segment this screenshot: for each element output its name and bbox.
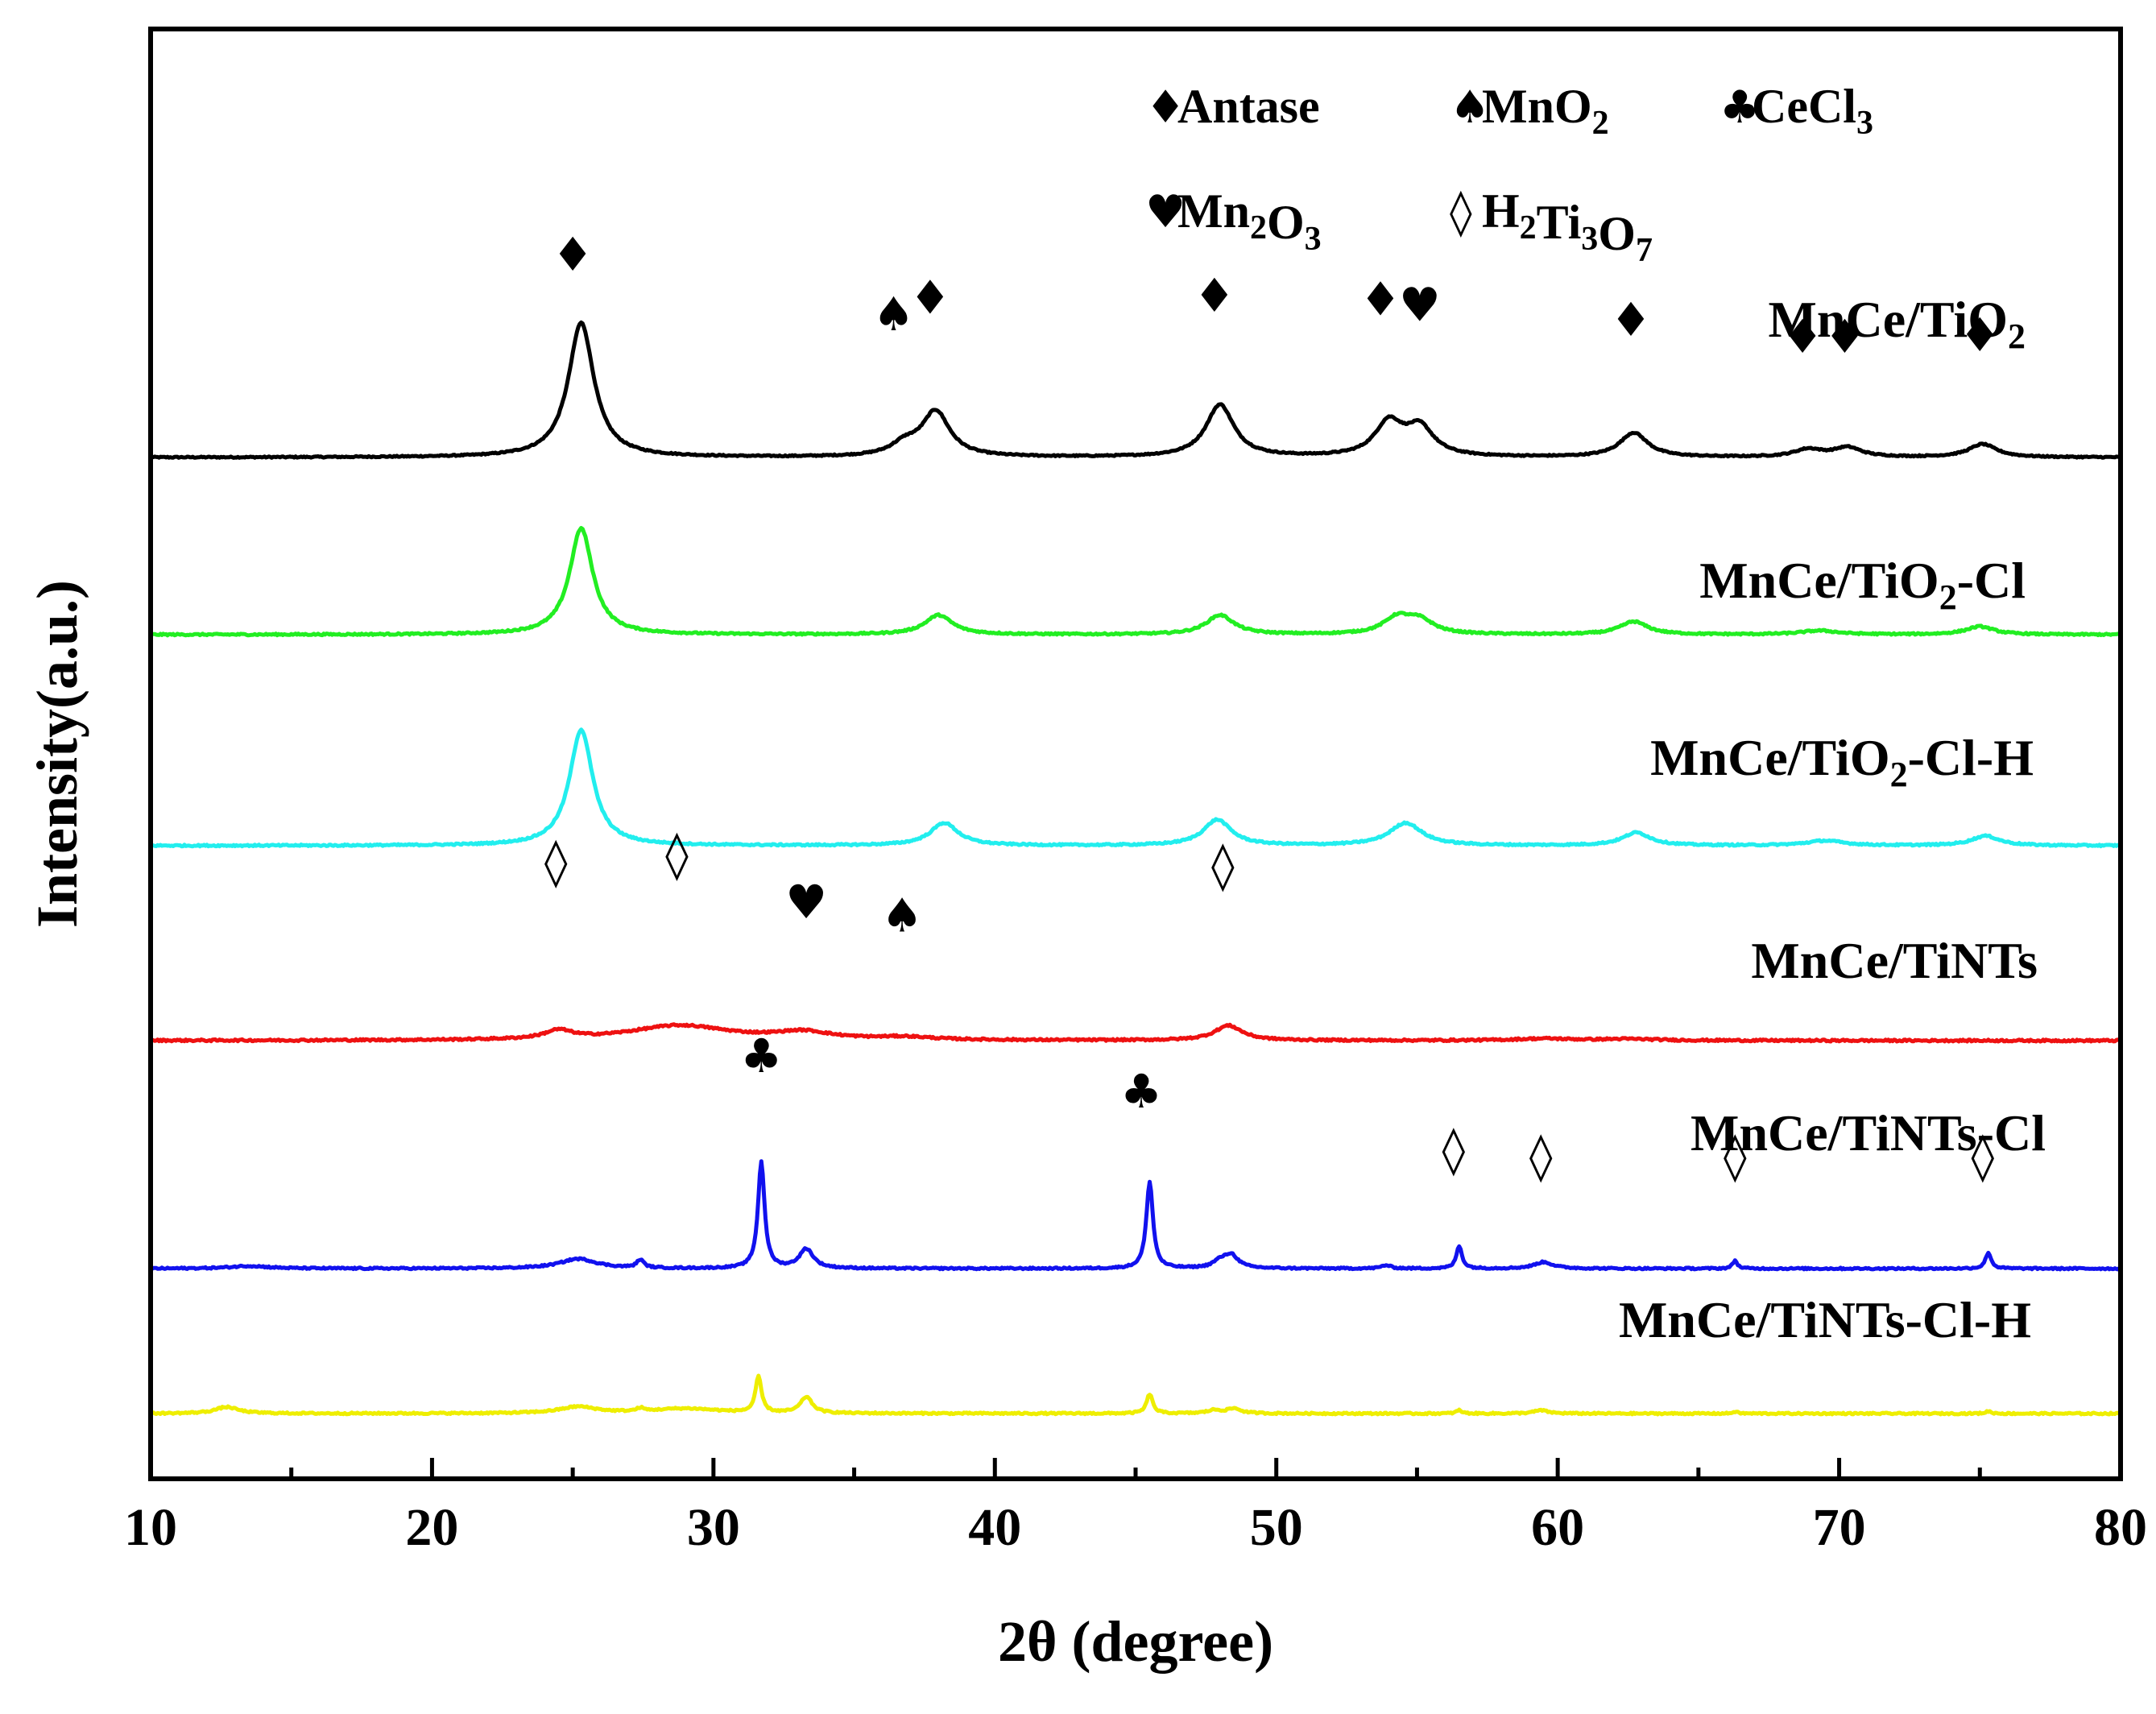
x-axis-title: 2θ (degree) xyxy=(998,1609,1273,1674)
series-line-5 xyxy=(150,1159,2122,1272)
legend-label-1: Antase xyxy=(1177,80,1320,133)
series-label-2: MnCe/TiO2-Cl xyxy=(1699,552,2026,617)
series-line-4 xyxy=(149,1022,2121,1044)
legend-label-5: H2Ti3O7 xyxy=(1482,184,1653,269)
peak-marker-1-8: ♦ xyxy=(1781,309,1823,364)
peak-marker-4-5: ◊ xyxy=(1211,838,1235,892)
legend-label-2: MnO2 xyxy=(1482,80,1609,142)
peak-marker-5-3: ◊ xyxy=(1442,1122,1466,1177)
peak-marker-1-9: ♦ xyxy=(1824,309,1866,364)
x-tick-label-50: 50 xyxy=(1250,1498,1303,1557)
x-tick-label-30: 30 xyxy=(687,1498,740,1557)
x-tick-label-70: 70 xyxy=(1813,1498,1866,1557)
series-line-3 xyxy=(150,727,2122,849)
series-label-4: MnCe/TiNTs xyxy=(1751,932,2038,989)
y-axis-title: Intensity(a.u.) xyxy=(25,580,89,928)
legend-label-3: CeCl3 xyxy=(1752,80,1873,142)
peak-marker-5-6: ◊ xyxy=(1971,1128,1994,1183)
x-tick-label-60: 60 xyxy=(1531,1498,1584,1557)
x-axis: 10 20 30 40 50 60 70 80 xyxy=(124,1458,2147,1557)
plot-area: MnCe/TiO2♦♠♦ ♦ ♦♥ ♦ ♦ ♦ ♦MnCe/TiO2-ClMnCe/TiO2… xyxy=(149,227,2122,1417)
peak-marker-1-4: ♦ xyxy=(1194,268,1235,323)
peak-marker-5-5: ◊ xyxy=(1724,1128,1747,1183)
peak-marker-1-2: ♠ xyxy=(872,287,914,342)
peak-marker-1-7: ♦ xyxy=(1610,292,1652,347)
legend-symbol-5: ◊ xyxy=(1450,186,1472,238)
legend-symbol-4: ♥ xyxy=(1145,186,1186,238)
peak-marker-1-5: ♦ xyxy=(1359,272,1401,327)
peak-marker-1-3: ♦ xyxy=(909,270,951,325)
series-label-3: MnCe/TiO2-Cl-H xyxy=(1650,729,2034,794)
peak-marker-5-2: ♣ xyxy=(1120,1064,1162,1119)
x-tick-label-20: 20 xyxy=(405,1498,458,1557)
legend-symbol-3: ♣ xyxy=(1719,81,1760,134)
series-line-6 xyxy=(149,1373,2121,1417)
peak-marker-4-1: ◊ xyxy=(544,834,568,889)
peak-marker-5-4: ◊ xyxy=(1529,1128,1553,1183)
series-label-1: MnCe/TiO2 xyxy=(1769,291,2026,356)
legend-symbol-1: ♦ xyxy=(1145,81,1186,134)
series-label-5: MnCe/TiNTs-Cl xyxy=(1690,1104,2046,1161)
x-tick-label-40: 40 xyxy=(968,1498,1021,1557)
peak-marker-4-2: ◊ xyxy=(665,826,689,881)
series-label-6: MnCe/TiNTs-Cl-H xyxy=(1619,1291,2031,1348)
peak-marker-1-10: ♦ xyxy=(1959,308,2001,362)
legend-label-4: Mn2O3 xyxy=(1177,184,1322,258)
series-line-2 xyxy=(149,526,2121,638)
legend: ♦Antase ♠MnO2 ♣CeCl3 ♥Mn2O3 ◊ H2Ti3O7 xyxy=(1145,80,1873,269)
x-tick-label-80: 80 xyxy=(2094,1498,2147,1557)
legend-symbol-2: ♠ xyxy=(1450,81,1490,134)
peak-marker-1-6: ♥ xyxy=(1399,278,1441,333)
peak-marker-4-4: ♠ xyxy=(881,888,923,942)
peak-marker-1-1: ♦ xyxy=(552,227,594,282)
x-tick-label-10: 10 xyxy=(124,1498,177,1557)
series-line-1 xyxy=(150,320,2121,460)
peak-marker-4-3: ♥ xyxy=(785,875,827,929)
peak-marker-5-1: ♣ xyxy=(740,1029,782,1083)
